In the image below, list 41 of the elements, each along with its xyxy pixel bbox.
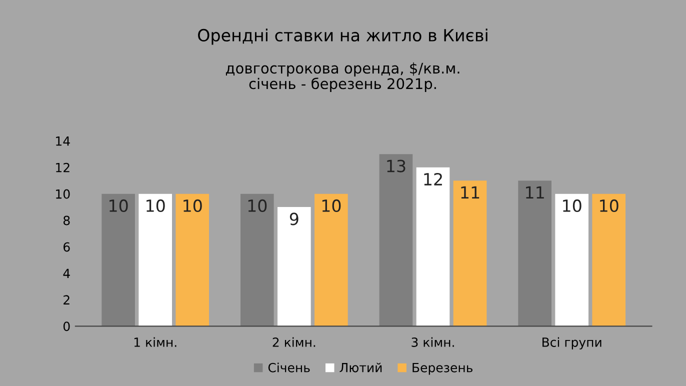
bar [314, 194, 348, 326]
bar [453, 180, 487, 326]
data-label: 10 [563, 199, 582, 212]
y-tick-label: 8 [63, 216, 70, 226]
x-tick-label: Всі групи [542, 337, 602, 350]
legend-label: Січень [268, 362, 310, 372]
data-label: 10 [600, 199, 618, 212]
data-label: 10 [146, 199, 165, 212]
y-tick-label: 4 [63, 268, 70, 278]
y-tick-label: 2 [64, 295, 70, 304]
bar [278, 207, 311, 326]
bar [379, 154, 413, 326]
bar [240, 194, 274, 326]
x-tick-label: 3 кімн. [412, 337, 454, 347]
bar [555, 194, 588, 326]
y-tick-label: 10 [56, 189, 70, 199]
data-label: 11 [461, 186, 480, 199]
bar [416, 167, 450, 326]
x-tick-label: 1 кімн. [134, 337, 176, 347]
bar [592, 194, 626, 326]
legend-label: Березень [412, 363, 472, 375]
y-tick-label: 0 [63, 322, 70, 332]
data-label: 10 [184, 199, 202, 212]
data-label: 13 [387, 160, 406, 172]
x-tick-label: 2 кімн. [272, 337, 316, 347]
data-label: 10 [110, 199, 128, 212]
chart-subtitle: довгострокова оренда, $/кв.м. січень - березень 2021р. [226, 62, 460, 92]
y-tick-label: 6 [64, 242, 70, 252]
data-label: 9 [290, 212, 298, 226]
y-tick-label: 14 [56, 136, 70, 146]
data-label: 10 [322, 199, 341, 212]
chart-title: Орендні ставки на житло в Києві [198, 28, 488, 45]
bar [138, 194, 172, 326]
legend-label: Лютий [340, 362, 382, 372]
bar [176, 194, 210, 326]
y-tick-label: 12 [56, 162, 70, 172]
data-label: 12 [424, 172, 442, 186]
data-label: 11 [526, 186, 544, 199]
bar [102, 194, 135, 326]
bar [518, 180, 552, 326]
data-label: 10 [248, 199, 267, 212]
